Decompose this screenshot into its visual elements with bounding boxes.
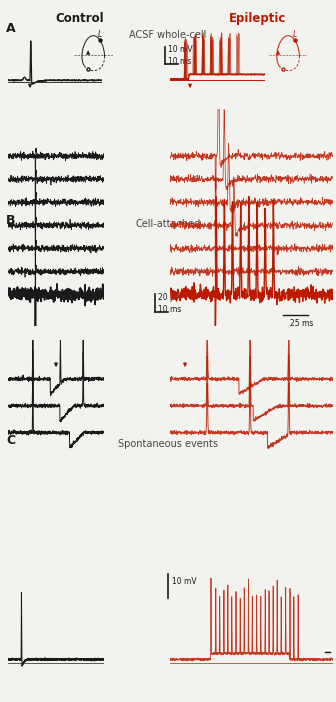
Text: L: L <box>98 29 102 39</box>
Text: Spontaneous events: Spontaneous events <box>118 439 218 449</box>
Text: ▲: ▲ <box>86 50 90 55</box>
Text: 10 ms: 10 ms <box>168 56 192 65</box>
Text: C: C <box>6 434 15 447</box>
Text: L: L <box>293 29 297 39</box>
Text: ▲: ▲ <box>276 50 280 55</box>
Text: B: B <box>6 214 15 227</box>
Text: 10 mV: 10 mV <box>172 578 197 586</box>
Text: A: A <box>6 22 16 35</box>
Text: 20 pA: 20 pA <box>158 293 180 301</box>
Text: Control: Control <box>56 12 104 25</box>
Text: Cell-attached: Cell-attached <box>135 219 201 229</box>
Text: 10 ms: 10 ms <box>158 305 181 314</box>
Text: ACSF whole-cell: ACSF whole-cell <box>129 30 207 40</box>
Text: 25 ms: 25 ms <box>290 319 313 328</box>
Text: 10 mV: 10 mV <box>168 46 193 55</box>
Text: Epileptic: Epileptic <box>229 12 287 25</box>
